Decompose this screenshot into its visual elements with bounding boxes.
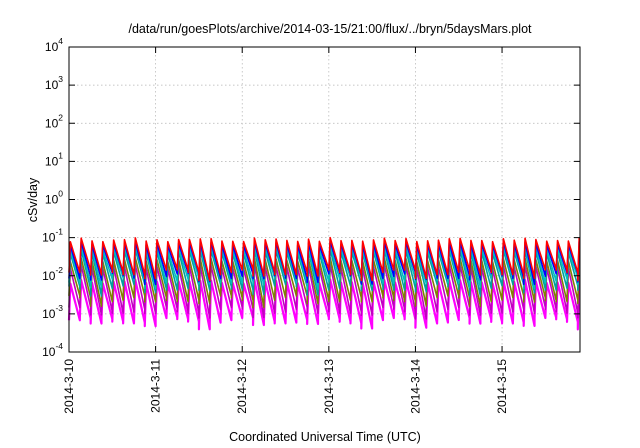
- y-tick-label: 104: [45, 36, 63, 54]
- x-tick-label: 2014-3-11: [149, 359, 163, 413]
- x-tick-label: 2014-3-12: [235, 359, 249, 414]
- x-tick-label: 2014-3-13: [322, 359, 336, 414]
- chart-title: /data/run/goesPlots/archive/2014-03-15/2…: [128, 22, 532, 36]
- series-line: [68, 248, 580, 297]
- y-axis-label: cSv/day: [26, 177, 40, 222]
- x-tick-label: 2014-3-10: [62, 359, 76, 414]
- data-series: [67, 236, 581, 331]
- x-tick-label: 2014-3-15: [495, 359, 509, 414]
- series-line: [68, 256, 580, 309]
- y-axis-ticks: 10-4 10-3 10-2 10-1 100 101 102 103 104: [42, 36, 580, 359]
- series-line: [68, 236, 580, 282]
- series-line: [68, 240, 580, 286]
- y-tick-label: 10-3: [42, 303, 63, 321]
- y-tick-label: 10-2: [42, 265, 63, 283]
- x-axis-label: Coordinated Universal Time (UTC): [229, 430, 421, 444]
- y-tick-label: 103: [45, 74, 63, 92]
- y-tick-label: 101: [45, 150, 63, 168]
- x-axis-ticks: 2014-3-10 2014-3-11 2014-3-12 2014-3-13 2014…: [62, 47, 509, 414]
- series-line: [68, 263, 580, 320]
- y-tick-label: 10-4: [42, 341, 63, 359]
- series-line: [67, 278, 581, 331]
- y-tick-label: 10-1: [42, 227, 63, 245]
- x-tick-label: 2014-3-14: [408, 359, 422, 414]
- y-tick-label: 100: [45, 189, 63, 207]
- series-line: [68, 245, 580, 291]
- y-tick-label: 102: [45, 112, 63, 130]
